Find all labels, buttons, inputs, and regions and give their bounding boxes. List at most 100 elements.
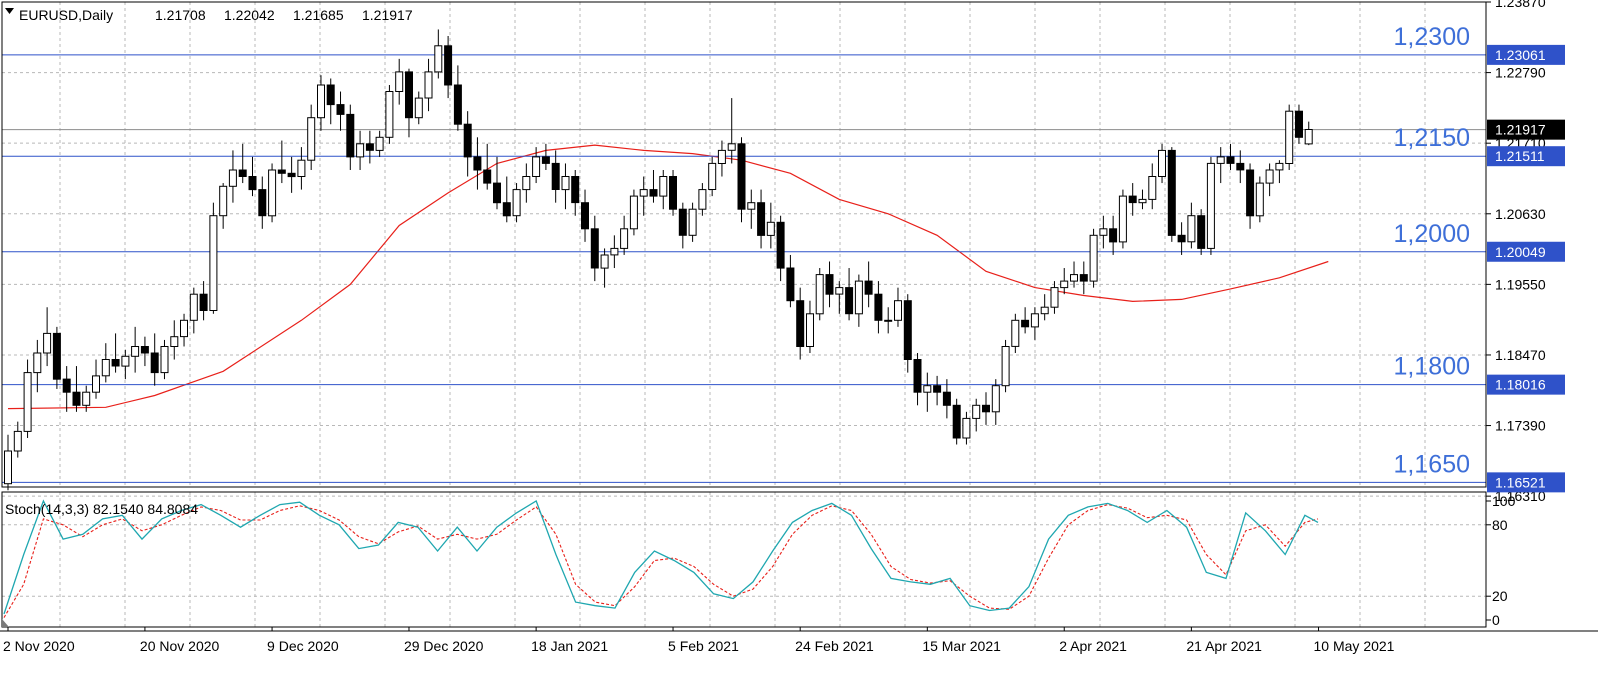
time-tick-label: 18 Jan 2021 [531, 638, 608, 654]
candle-bearish [493, 182, 501, 204]
grid-lines [2, 1, 1486, 627]
candle-bullish [92, 375, 100, 393]
candle-bearish [453, 84, 462, 125]
candle-bullish [101, 359, 110, 377]
ohlc-high: 1.22042 [224, 7, 275, 23]
candle-bullish [629, 195, 638, 230]
candle-bullish [1216, 156, 1225, 164]
candle-bullish [375, 136, 384, 151]
candle-bullish [82, 391, 91, 406]
level-price-tag [1487, 374, 1565, 395]
candle-bullish [13, 430, 22, 452]
candle-bullish [1011, 319, 1020, 347]
stochastic-main-line [3, 499, 1319, 615]
candle-bearish [678, 208, 687, 236]
candle-bullish [1030, 313, 1039, 328]
candle-bullish [434, 45, 443, 73]
candle-bearish [933, 385, 942, 393]
candle-bullish [1148, 176, 1157, 200]
candle-bearish [757, 202, 766, 236]
candle-bearish [541, 156, 550, 164]
time-tick-label: 20 Nov 2020 [140, 638, 220, 654]
candle-bullish [522, 176, 531, 191]
candle-bullish [532, 156, 541, 177]
level-price-tag-label: 1.23061 [1495, 47, 1546, 63]
time-tick-label: 29 Dec 2020 [404, 638, 484, 654]
chart-header: EURUSD,Daily 1.21708 1.22042 1.21685 1.2… [5, 7, 413, 23]
candle-bearish [874, 293, 883, 321]
time-tick-label: 9 Dec 2020 [267, 638, 339, 654]
level-price-tag-label: 1.16521 [1495, 474, 1546, 490]
candle-bearish [581, 202, 589, 230]
candle-bullish [972, 404, 981, 419]
candle-bearish [258, 189, 267, 217]
candle-bearish [287, 172, 296, 178]
candle-bearish [326, 84, 335, 106]
candle-bearish [776, 221, 785, 269]
candle-bearish [942, 391, 951, 406]
candle-bearish [1167, 149, 1176, 236]
candle-bullish [688, 208, 697, 236]
candle-bearish [1079, 274, 1088, 282]
stochastic-panel-frame [1, 491, 1487, 628]
candle-bullish [1099, 228, 1108, 236]
candle-bullish [600, 254, 609, 269]
level-annotation: 1,2150 [1394, 124, 1470, 152]
level-price-tag-label: 1.21511 [1495, 148, 1545, 164]
candle-bearish [1109, 228, 1118, 243]
candle-bullish [1118, 195, 1127, 243]
stochastic-label: Stoch(14,3,3) 82.1540 84.8084 [5, 501, 198, 517]
level-annotation: 1,2300 [1394, 23, 1470, 51]
candle-bullish [923, 385, 932, 393]
candle-bullish [297, 159, 306, 177]
candle-bullish [698, 189, 707, 210]
time-axis: 2 Nov 2020 20 Nov 2020 9 Dec 2020 29 Dec 20… [3, 627, 1395, 654]
candle-bullish [121, 355, 130, 367]
candle-bullish [717, 149, 726, 164]
level-price-tag [1487, 472, 1565, 493]
candle-bullish [620, 228, 629, 249]
price-tick-label: 1.20630 [1495, 206, 1546, 222]
stochastic-layer [2, 499, 1486, 618]
candle-bearish [669, 176, 677, 210]
price-tick-label: 1.19550 [1495, 276, 1546, 292]
candle-bullish [189, 293, 198, 321]
candle-bearish [825, 274, 834, 295]
candle-bearish [952, 404, 961, 439]
candle-bullish [854, 280, 863, 315]
candle-bearish [913, 359, 922, 393]
candle-bearish [72, 391, 81, 406]
horizontal-levels: 1,2300 1,2150 1,2000 1,1800 1,1650 [2, 23, 1486, 483]
candle-bearish [649, 189, 658, 197]
candle-bearish [845, 287, 854, 315]
corner-marker-icon [2, 619, 9, 627]
candle-bearish [786, 267, 795, 302]
candle-bearish [365, 143, 374, 151]
candle-bullish [180, 319, 188, 338]
candle-bearish [1295, 110, 1303, 138]
candle-bullish [356, 143, 365, 158]
stochastic-tick-label: 80 [1492, 517, 1508, 533]
candle-bullish [1285, 110, 1294, 164]
candle-bearish [903, 300, 912, 361]
candle-bearish [1177, 234, 1186, 243]
candle-bearish [1021, 319, 1030, 328]
moving-average-layer [7, 144, 1329, 410]
candle-bullish [512, 189, 521, 217]
price-tick-label: 1.23870 [1495, 0, 1546, 10]
candle-bullish [43, 332, 52, 354]
candle-bullish [414, 97, 423, 119]
triangle-down-icon[interactable] [5, 8, 14, 14]
level-price-tag-label: 1.18016 [1495, 377, 1546, 393]
candle-bullish [1206, 162, 1215, 249]
candle-bearish [473, 156, 482, 171]
candle-bullish [610, 247, 619, 256]
level-price-tag [1487, 241, 1565, 262]
panel-frames [0, 1, 1598, 632]
level-annotation: 1,1650 [1394, 450, 1470, 478]
candle-bullish [317, 84, 325, 119]
candle-bearish [982, 404, 990, 413]
candle-bearish [346, 113, 355, 158]
candle-bullish [1275, 162, 1284, 171]
